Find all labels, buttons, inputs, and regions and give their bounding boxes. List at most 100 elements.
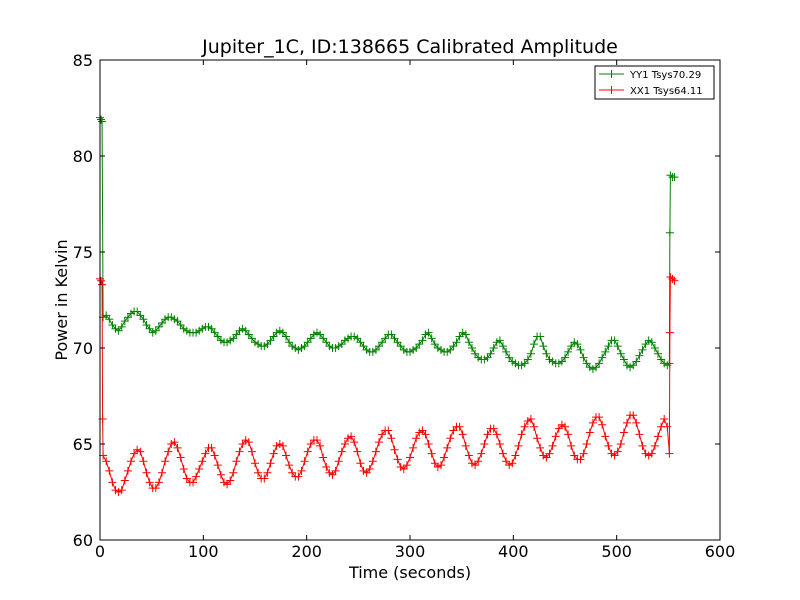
data-point [632, 357, 641, 366]
data-point [579, 449, 588, 458]
data-point [136, 447, 145, 456]
data-point [539, 342, 548, 351]
data-point [278, 441, 287, 450]
data-point [452, 338, 461, 347]
data-point [173, 443, 182, 452]
data-point [610, 336, 619, 345]
data-point [588, 418, 597, 427]
data-point [548, 441, 557, 450]
data-point [282, 332, 290, 341]
data-point [161, 457, 170, 466]
data-point [446, 434, 455, 443]
data-point [213, 461, 222, 470]
data-point [533, 434, 542, 443]
data-point [384, 426, 393, 435]
data-point [638, 441, 647, 450]
data-point [368, 457, 377, 466]
x-tick-label: 200 [291, 542, 322, 561]
data-point [601, 347, 610, 356]
data-point [635, 351, 644, 360]
data-point [340, 440, 349, 448]
data-point [139, 457, 148, 466]
data-point [98, 117, 107, 126]
data-point [579, 353, 588, 362]
data-point [665, 228, 674, 237]
data-point [300, 457, 309, 466]
data-point [665, 328, 674, 337]
data-point [561, 353, 569, 362]
data-point [170, 438, 179, 447]
data-point [489, 344, 498, 352]
data-point [499, 342, 507, 351]
data-point [266, 459, 275, 468]
data-point [623, 418, 631, 427]
data-point [598, 353, 607, 362]
data-point [313, 436, 321, 445]
data-point [303, 447, 312, 456]
data-point [294, 472, 303, 481]
data-point [567, 441, 576, 450]
data-point [654, 349, 662, 358]
legend-entry-1: XX1 Tsys64.11 [599, 86, 703, 97]
data-point [232, 457, 241, 466]
data-point [176, 453, 185, 462]
data-point [604, 342, 613, 351]
data-point [216, 470, 225, 479]
data-point [316, 441, 325, 450]
data-point [390, 445, 399, 454]
data-point [189, 478, 197, 487]
data-point [670, 173, 679, 182]
data-point [120, 476, 129, 485]
legend-swatch-marker [607, 70, 616, 78]
data-point [251, 459, 259, 468]
data-point [151, 484, 160, 493]
data-point [635, 430, 644, 439]
data-point [97, 276, 106, 285]
data-point [210, 451, 219, 460]
data-point [613, 447, 622, 456]
data-point [654, 432, 662, 441]
x-tick-label: 300 [395, 542, 426, 561]
data-point [97, 115, 106, 124]
data-point [263, 468, 272, 477]
data-point [402, 461, 411, 470]
data-point [117, 322, 126, 331]
y-tick-label: 60 [73, 531, 93, 550]
data-point [517, 430, 526, 439]
data-point [192, 472, 201, 481]
data-point [489, 424, 498, 433]
y-tick-label: 75 [73, 243, 93, 262]
data-point [650, 441, 659, 450]
x-tick-label: 0 [95, 542, 105, 561]
data-point [356, 459, 365, 468]
data-point [526, 349, 535, 358]
data-point [632, 418, 641, 427]
legend-swatch-marker [607, 86, 616, 94]
data-point [573, 340, 582, 349]
data-point [102, 457, 111, 466]
data-point [666, 272, 675, 281]
data-point [427, 334, 436, 343]
data-point [483, 430, 492, 439]
data-point [619, 428, 628, 437]
data-point [663, 422, 672, 431]
data-point [523, 355, 532, 364]
data-point [582, 440, 591, 448]
data-point [375, 438, 383, 447]
data-point [337, 447, 346, 456]
data-point [616, 440, 625, 448]
data-point [406, 453, 414, 462]
data-point [508, 459, 517, 468]
data-point [598, 420, 607, 429]
data-point [260, 474, 269, 483]
x-tick-label: 100 [188, 542, 219, 561]
data-point [670, 276, 679, 285]
x-tick-label: 400 [498, 542, 529, 561]
data-point [629, 411, 638, 420]
legend-entries: YY1 Tsys70.29 XX1 Tsys64.11 [599, 70, 703, 97]
data-point [619, 355, 628, 364]
data-point [480, 440, 489, 448]
data-point [468, 344, 476, 352]
